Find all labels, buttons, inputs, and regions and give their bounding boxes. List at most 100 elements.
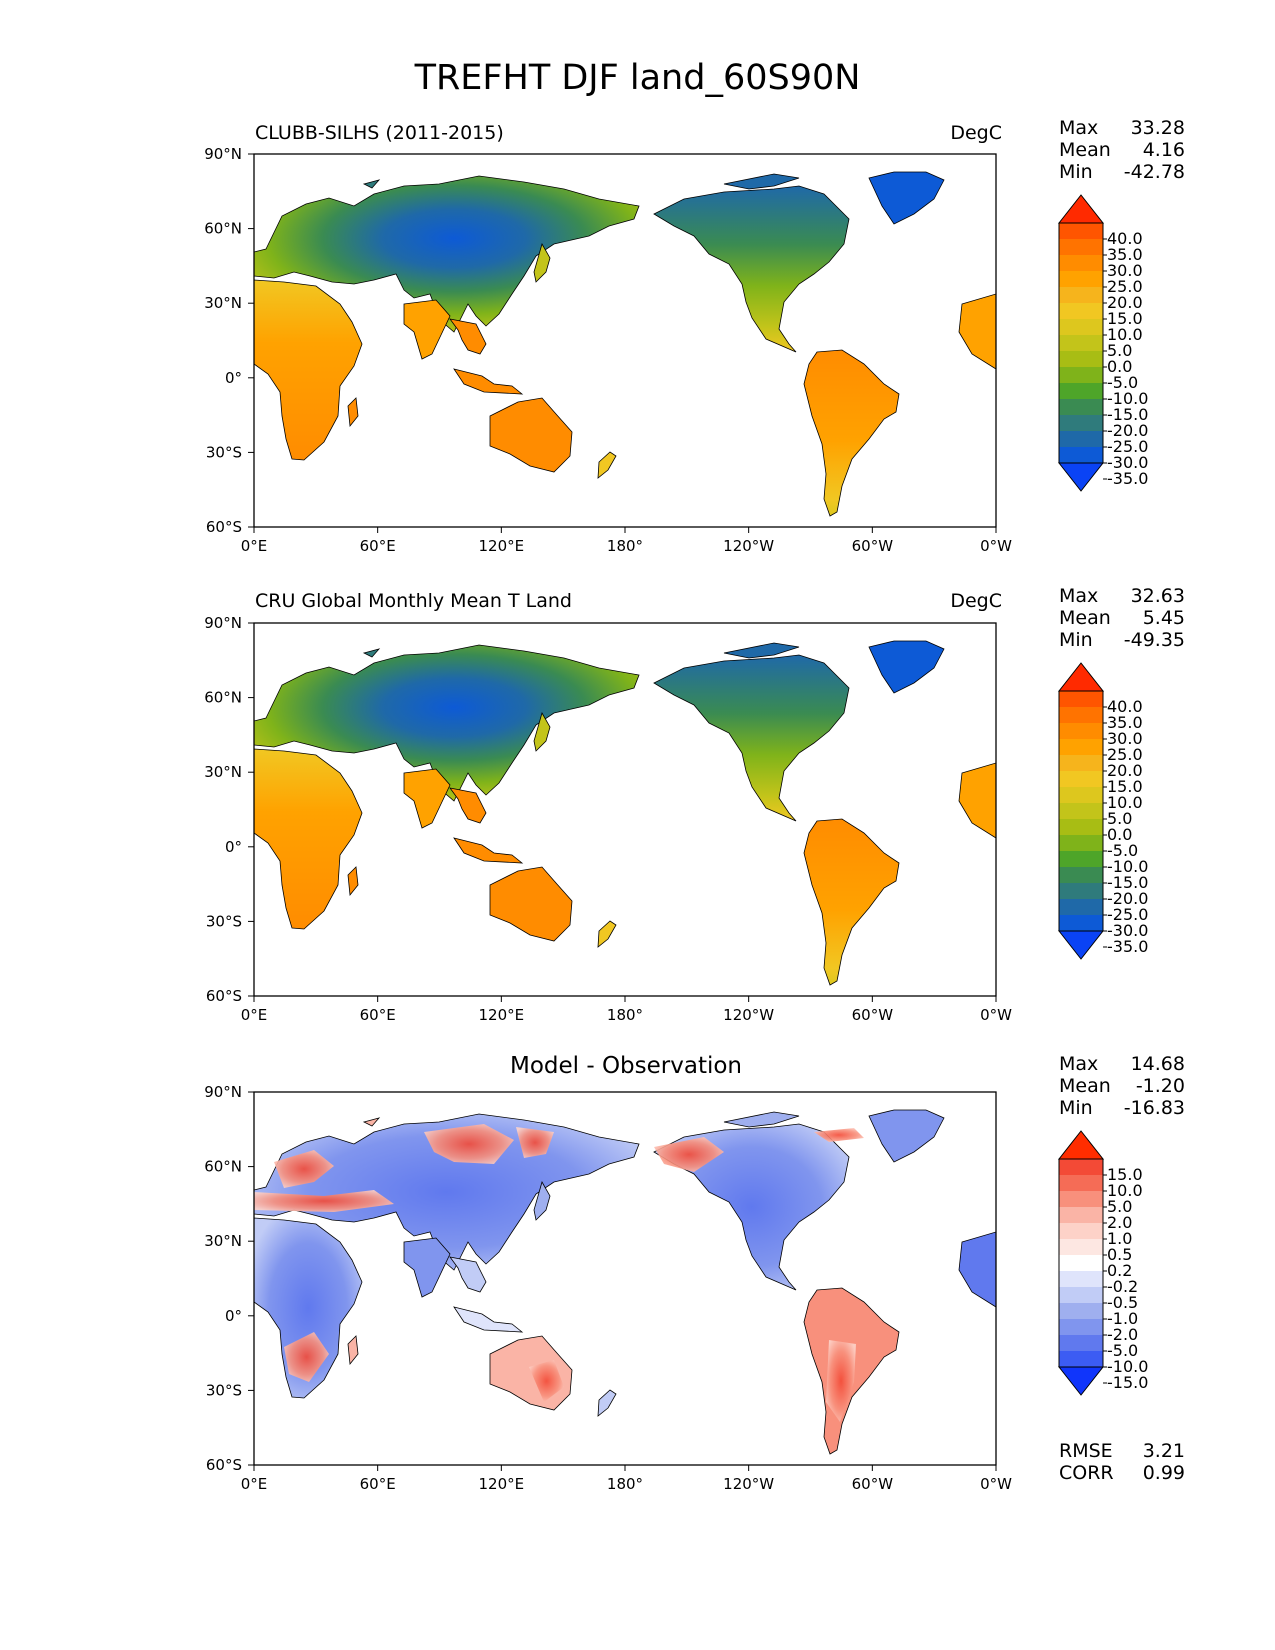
x-tick-label: 120°E xyxy=(479,537,525,555)
colorbar-tick-label: 40.0 xyxy=(1107,697,1143,716)
landmass-arctic2 xyxy=(723,642,800,659)
colorbar-tick-label: 0.0 xyxy=(1107,825,1132,844)
landmass-eurasia xyxy=(254,644,640,802)
colorbar-segment xyxy=(1059,835,1103,851)
x-tick-label: 60°E xyxy=(360,1006,396,1024)
colorbar-segment xyxy=(1059,1239,1103,1255)
panel-2-units: DegC xyxy=(950,590,1002,612)
landmass-westafrica xyxy=(958,293,996,370)
colorbar-segment xyxy=(1059,1271,1103,1287)
colorbar-tick-label: 0.5 xyxy=(1107,1245,1132,1264)
colorbar-tick-label: -2.0 xyxy=(1107,1325,1138,1344)
landmass-westafrica xyxy=(958,1231,996,1308)
landmass-australia xyxy=(489,866,573,942)
colorbar-tick-label: -15.0 xyxy=(1107,405,1148,424)
y-tick-label: 90°N xyxy=(204,1083,242,1101)
colorbar-segment xyxy=(1059,787,1103,803)
colorbar-segment xyxy=(1059,739,1103,755)
colorbar-segment xyxy=(1059,303,1103,319)
y-tick-label: 90°N xyxy=(204,614,242,632)
x-tick-label: 180° xyxy=(607,1006,643,1024)
colorbar-segment xyxy=(1059,1207,1103,1223)
colorbar-tick-label: 30.0 xyxy=(1107,261,1143,280)
land-layer xyxy=(254,640,996,986)
colorbar-tick-label: -30.0 xyxy=(1107,453,1148,472)
landmass-india xyxy=(403,299,451,360)
axes-2: 0°E 60°E 120°E 180° 120°W 60°W 0°W 90°N 60°N 30°N… xyxy=(204,614,1012,1024)
colorbar-tick-label: 10.0 xyxy=(1107,793,1143,812)
colorbar-tick-label: -0.5 xyxy=(1107,1293,1138,1312)
colorbar-segment xyxy=(1059,1159,1103,1175)
y-tick-label: 0° xyxy=(225,1307,242,1325)
colorbar-segment xyxy=(1059,367,1103,383)
warm-anomaly-patch xyxy=(826,1340,856,1422)
colorbar-segment xyxy=(1059,1287,1103,1303)
colorbar-tick-label: 40.0 xyxy=(1107,229,1143,248)
landmass-seasia xyxy=(449,318,487,355)
colorbar-segment xyxy=(1059,723,1103,739)
landmass-seasia xyxy=(449,1256,487,1293)
colorbar-segment xyxy=(1059,1319,1103,1335)
y-tick-label: 60°N xyxy=(204,689,242,707)
warm-anomaly-patch xyxy=(284,1332,329,1382)
colorbar-tick-label: 25.0 xyxy=(1107,277,1143,296)
panel-2-stats: Max 32.63 Mean 5.45 Min -49.35 xyxy=(1059,585,1185,651)
landmass-arctic1 xyxy=(362,648,381,658)
colorbar-tick-label: -1.0 xyxy=(1107,1309,1138,1328)
colorbar-segment xyxy=(1059,803,1103,819)
colorbar-segment xyxy=(1059,351,1103,367)
x-tick-label: 0°W xyxy=(980,537,1012,555)
landmass-greenland xyxy=(868,640,945,694)
colorbar-segment xyxy=(1059,383,1103,399)
colorbar-tick-label: -35.0 xyxy=(1107,469,1148,488)
panel-3-error-stats: RMSE 3.21 CORR 0.99 xyxy=(1059,1440,1185,1484)
colorbar-segment xyxy=(1059,271,1103,287)
y-tick-label: 30°S xyxy=(206,1381,242,1399)
landmass-indonesia xyxy=(453,368,524,395)
colorbar-tick-label: -0.2 xyxy=(1107,1277,1138,1296)
colorbar-segment xyxy=(1059,1255,1103,1271)
x-tick-label: 60°W xyxy=(852,1006,894,1024)
colorbar-tick-label: -10.0 xyxy=(1107,1357,1148,1376)
x-tick-label: 0°W xyxy=(980,1475,1012,1493)
x-tick-label: 120°W xyxy=(723,537,774,555)
colorbar-tick-label: 30.0 xyxy=(1107,729,1143,748)
colorbar-segment xyxy=(1059,883,1103,899)
land-layer xyxy=(254,171,996,517)
warm-anomaly-patch xyxy=(529,1360,564,1402)
panel-2-title: CRU Global Monthly Mean T Land xyxy=(255,590,572,612)
landmass-greenland xyxy=(868,1109,945,1163)
x-tick-label: 60°E xyxy=(360,537,396,555)
colorbar-tick-label: 2.0 xyxy=(1107,1213,1132,1232)
colorbar-tick-label: 10.0 xyxy=(1107,1181,1143,1200)
y-tick-label: 60°S xyxy=(206,518,242,536)
landmass-india xyxy=(403,1237,451,1298)
panel-3-stats: Max 14.68 Mean -1.20 Min -16.83 xyxy=(1059,1053,1185,1119)
colorbar-extend-max xyxy=(1057,1130,1105,1160)
x-tick-label: 60°W xyxy=(852,537,894,555)
map-panel-1 xyxy=(253,153,997,528)
landmass-nz xyxy=(597,920,617,948)
colorbar-tick-label: 15.0 xyxy=(1107,309,1143,328)
colorbar-tick-label: -20.0 xyxy=(1107,421,1148,440)
colorbar-tick-label: -10.0 xyxy=(1107,389,1148,408)
colorbar-tick-label: -5.0 xyxy=(1107,841,1138,860)
landmass-australia xyxy=(489,397,573,473)
landmass-madagascar xyxy=(347,397,359,428)
colorbar-segment xyxy=(1059,255,1103,271)
x-tick-label: 60°E xyxy=(360,1475,396,1493)
x-tick-label: 120°W xyxy=(723,1475,774,1493)
y-tick-label: 30°S xyxy=(206,443,242,461)
colorbar-tick-label: -35.0 xyxy=(1107,937,1148,956)
landmass-japan xyxy=(533,711,551,752)
y-tick-label: 0° xyxy=(225,838,242,856)
landmass-southamerica xyxy=(803,349,900,517)
warm-anomaly-patch xyxy=(424,1124,514,1164)
landmass-japan xyxy=(533,242,551,283)
map-panel-2 xyxy=(253,622,997,997)
colorbar-segment xyxy=(1059,223,1103,239)
landmass-indonesia xyxy=(453,1306,524,1333)
x-tick-label: 0°W xyxy=(980,1006,1012,1024)
colorbar-tick-label: 5.0 xyxy=(1107,1197,1132,1216)
